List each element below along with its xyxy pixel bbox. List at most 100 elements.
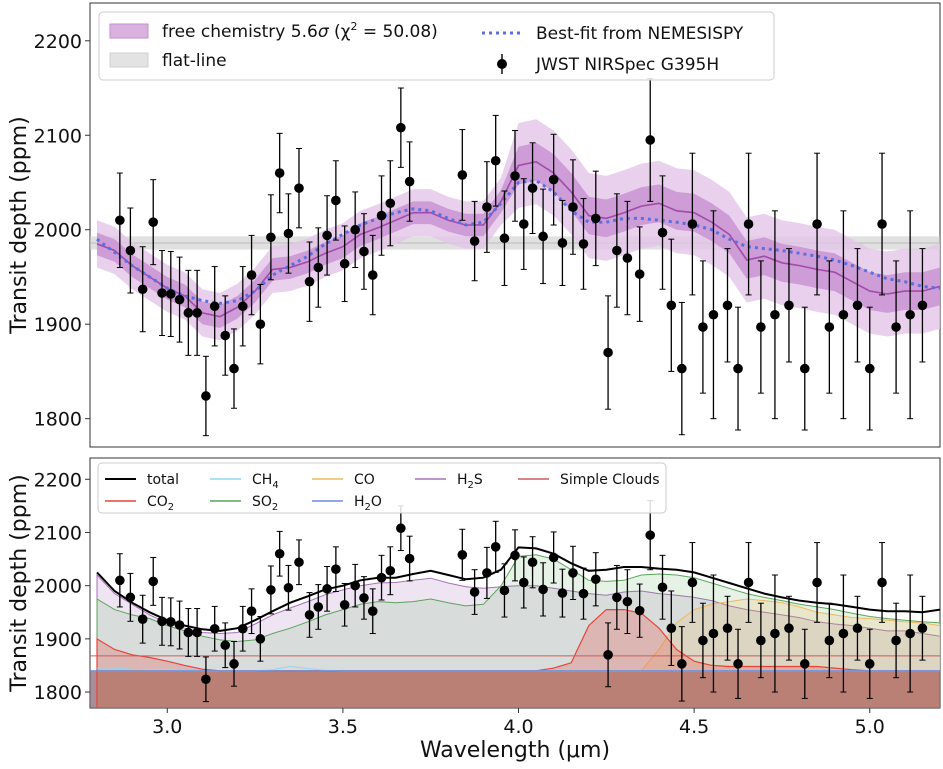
bottom-marker: [165, 617, 176, 627]
top-data-point: [770, 210, 780, 420]
bottom-marker: [229, 659, 239, 669]
bottom-marker: [612, 592, 622, 603]
bottom-marker: [687, 577, 698, 588]
top-marker: [557, 238, 568, 248]
bottom-marker: [490, 542, 501, 552]
top-marker: [294, 183, 304, 193]
top-data-point: [237, 266, 248, 347]
top-marker: [677, 363, 687, 374]
x-tick-label: 3.5: [328, 716, 358, 738]
top-marker: [568, 202, 578, 212]
top-data-point: [192, 269, 202, 356]
top-data-point: [557, 199, 568, 286]
bottom-marker: [294, 557, 304, 568]
bottom-marker: [174, 620, 185, 630]
bottom-data-point: [183, 608, 194, 657]
bottom-data-point: [677, 626, 687, 702]
top-marker: [527, 183, 538, 193]
bottom-marker: [137, 614, 148, 624]
bottom-data-point: [274, 530, 285, 577]
bottom-marker: [499, 585, 510, 596]
bottom-marker: [350, 580, 360, 591]
top-data-point: [469, 200, 480, 282]
top-marker: [376, 210, 387, 221]
bottom-marker: [192, 627, 202, 638]
top-data-point: [266, 194, 276, 281]
top-y-tick-label: 2200: [34, 31, 82, 53]
top-data-point: [743, 152, 754, 296]
top-marker: [255, 319, 266, 329]
top-marker: [266, 232, 276, 243]
bottom-legend-box: [97, 462, 667, 514]
top-data-point: [603, 295, 613, 410]
top-marker: [666, 300, 677, 311]
top-marker: [590, 213, 601, 224]
bottom-data-point: [657, 554, 668, 620]
bottom-data-point: [733, 628, 743, 699]
bottom-data-point: [137, 594, 148, 644]
bottom-data-point: [359, 576, 369, 620]
top-marker: [246, 270, 257, 280]
bottom-marker: [255, 634, 266, 644]
bottom-panel: 1800 1900 2000 2100 2200 3.0 3.5 4.0 4.5 5.0 Tra…: [7, 457, 941, 763]
top-marker: [510, 171, 520, 181]
top-y-tick-label: 2100: [34, 125, 82, 147]
bottom-y-tick-label: 1800: [34, 682, 82, 704]
top-panel: 1800 1900 2000 2100 2200 Transit depth (ppm)…: [7, 2, 941, 448]
top-data-point: [457, 129, 468, 221]
bottom-data-point: [339, 583, 350, 627]
best-fit-line: [96, 179, 940, 305]
bottom-marker: [331, 564, 341, 574]
legend-free-chem-swatch: [109, 23, 149, 39]
legend-co2-label: CO2: [147, 494, 174, 513]
top-data-point: [294, 147, 304, 229]
bottom-data-point: [482, 546, 492, 599]
bottom-marker: [590, 574, 601, 585]
bottom-data-point: [313, 584, 324, 630]
x-tick-label: 3.0: [152, 716, 182, 738]
top-marker: [622, 253, 633, 263]
bottom-marker: [645, 530, 656, 540]
free-chem-median-line: [96, 160, 940, 318]
bottom-marker: [115, 575, 125, 586]
top-data-point: [499, 190, 510, 286]
bottom-data-point: [743, 542, 754, 623]
top-data-point: [115, 172, 125, 269]
bottom-marker: [148, 576, 159, 587]
top-marker: [229, 363, 239, 374]
top-marker: [548, 174, 559, 185]
top-marker: [756, 322, 766, 332]
top-data-point: [634, 226, 645, 322]
top-marker: [687, 219, 698, 229]
bottom-marker: [396, 523, 406, 534]
top-marker: [838, 309, 849, 320]
bottom-data-point: [220, 622, 231, 669]
bottom-data-point: [304, 592, 315, 638]
top-data-point: [612, 193, 622, 308]
top-marker: [209, 301, 220, 312]
bottom-data-point: [322, 566, 332, 612]
bottom-marker: [657, 582, 668, 593]
bottom-data-point: [770, 574, 780, 693]
top-marker: [137, 284, 148, 295]
bottom-data-point: [350, 563, 360, 608]
top-marker: [645, 135, 656, 145]
bottom-marker: [770, 628, 780, 639]
top-data-point: [518, 178, 529, 270]
bottom-marker: [864, 659, 875, 669]
top-legend: free chemistry 5.6σ (χ2 = 50.08) flat-li…: [98, 11, 775, 81]
legend-flat-line-swatch: [109, 52, 149, 68]
top-data-point: [677, 301, 687, 436]
bottom-marker: [339, 600, 350, 610]
top-data-point: [404, 141, 415, 222]
bottom-data-point: [812, 542, 822, 623]
top-marker: [322, 230, 332, 241]
legend-best-fit-label: Best-fit from NEMESISPY: [536, 24, 744, 44]
bottom-marker: [838, 628, 849, 639]
top-data-point: [698, 260, 708, 394]
bottom-marker: [527, 557, 538, 568]
top-marker: [331, 195, 341, 206]
bottom-marker: [266, 585, 276, 595]
top-data-point: [350, 191, 360, 269]
bottom-data-point: [266, 565, 276, 615]
